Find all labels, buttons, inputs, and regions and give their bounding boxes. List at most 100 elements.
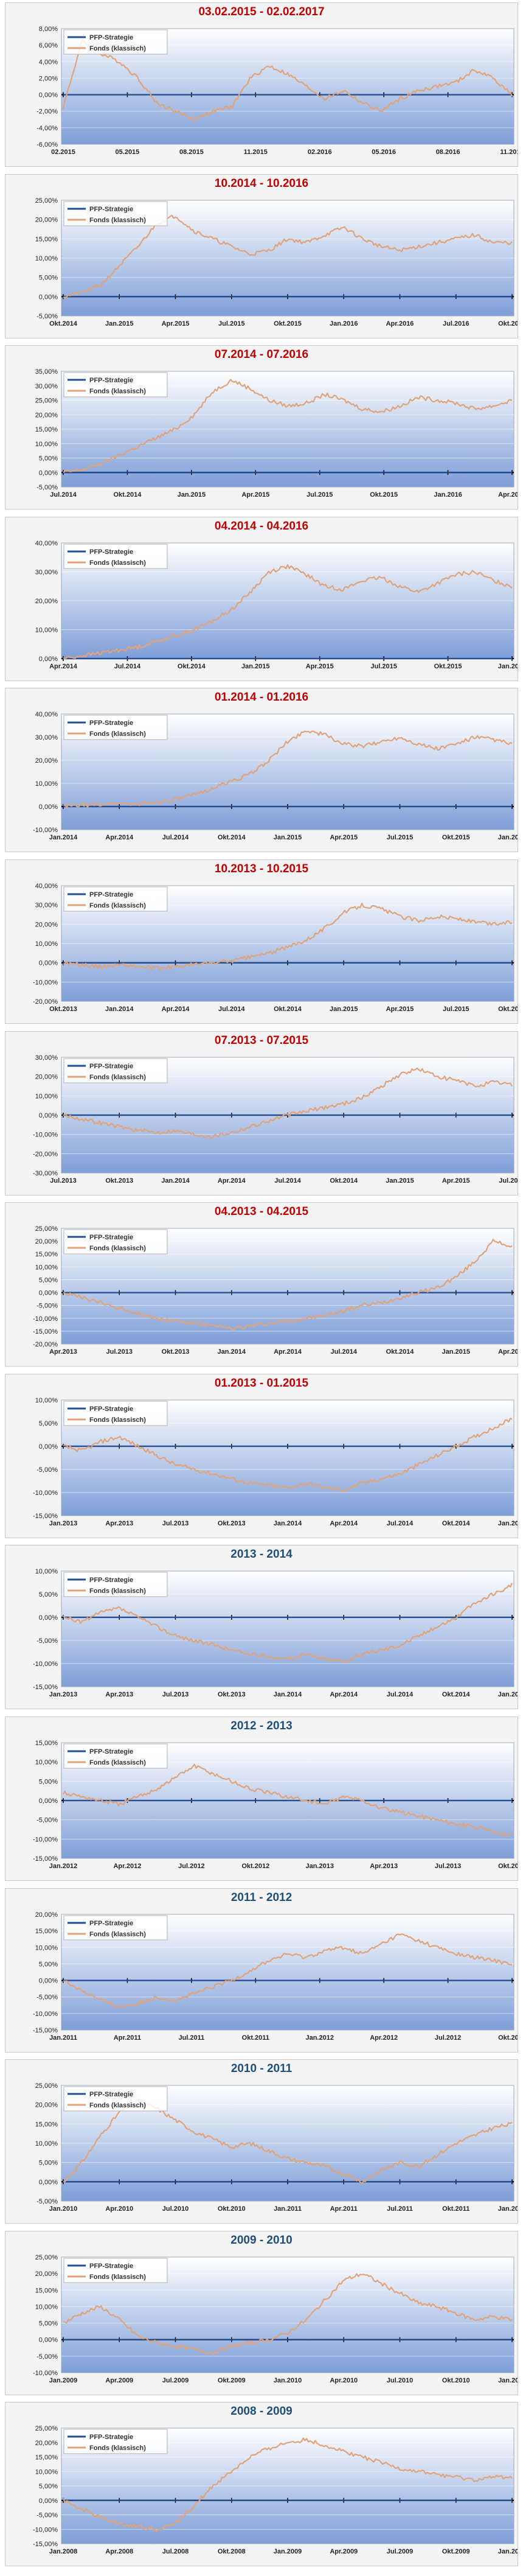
y-tick-label: -5,00% (36, 1817, 58, 1824)
y-tick-label: 0,00% (39, 2337, 58, 2344)
y-tick-label: 10,00% (35, 1944, 58, 1951)
x-tick-label: Jul.2014 (50, 491, 77, 499)
x-tick-label: Jan.2013 (49, 1520, 77, 1527)
x-tick-label: Okt.2014 (218, 834, 246, 841)
chart-title: 07.2013 - 07.2015 (214, 1034, 309, 1047)
x-tick-label: Apr.2015 (162, 320, 190, 327)
chart-title: 2013 - 2014 (230, 1548, 293, 1561)
x-tick-label: Jul.2015 (387, 834, 413, 841)
y-tick-label: 30,00% (35, 734, 58, 741)
chart-title: 2010 - 2011 (230, 2062, 293, 2076)
chart-svg: 35,00% 30,00% 25,00% 20,00% 15,00% 10,00% 5,00… (35, 368, 518, 499)
fund-series-line (63, 1239, 513, 1331)
x-tick-label: Apr.2012 (370, 2034, 398, 2042)
chart-svg: 25,00% 20,00% 15,00% 10,00% 5,00% 0,00% -5,00%… (33, 2254, 518, 2384)
y-tick-label: 5,00% (39, 1277, 58, 1284)
x-tick-label: Apr.2008 (105, 2548, 133, 2555)
x-tick-label: Apr.2009 (105, 2377, 133, 2384)
x-tick-label: Jul.2014 (387, 1691, 414, 1698)
x-tick-label: Jan.2012 (305, 2034, 333, 2042)
x-tick-label: Jan.2015 (498, 1520, 518, 1527)
x-tick-label: Jan.2009 (49, 2377, 77, 2384)
x-tick-label: Jul.2015 (443, 1006, 469, 1013)
x-tick-label: Jan.2016 (434, 491, 462, 499)
x-tick-label: Jan.2011 (49, 2034, 77, 2042)
x-tick-label: Jan.2013 (305, 1863, 333, 1870)
x-tick-label: Jul.2013 (435, 1863, 461, 1870)
x-tick-label: Jan.2014 (218, 1348, 246, 1356)
x-tick-label: Jul.2011 (387, 2205, 413, 2213)
x-tick-label: Jul.2014 (162, 834, 189, 841)
y-tick-label: -6,00% (36, 141, 58, 149)
chart-svg: 15,00% 10,00% 5,00% 0,00% -5,00% -10,00% -15,0… (33, 1740, 518, 1870)
x-tick-label: Jan.2010 (498, 2548, 518, 2555)
x-tick-label: Jan.2015 (274, 834, 302, 841)
legend-strategy-label: PFP-Strategie (89, 206, 133, 213)
y-tick-label: 10,00% (35, 1397, 58, 1404)
legend-box (63, 2086, 168, 2112)
x-tick-label: Jan.2015 (105, 320, 133, 327)
x-tick-label: Jul.2014 (218, 1006, 245, 1013)
legend-box (63, 201, 168, 226)
y-tick-label: 10,00% (35, 2140, 58, 2147)
chart-svg: 30,00% 20,00% 10,00% 0,00% -10,00% -20,00% -30… (33, 1054, 518, 1185)
y-tick-label: 20,00% (35, 2440, 58, 2447)
y-tick-label: -10,00% (33, 1315, 58, 1323)
legend-fund-label: Fonds (klassisch) (89, 2445, 146, 2452)
legend-strategy-label: PFP-Strategie (89, 1577, 133, 1584)
x-tick-label: Jan.2014 (274, 1520, 302, 1527)
x-tick-label: Apr.2009 (330, 2548, 358, 2555)
y-tick-label: -10,00% (33, 2527, 58, 2534)
y-tick-label: 30,00% (35, 383, 58, 390)
chart-panel: 03.02.2015 - 02.02.2017 8,00% 6,00% 4,00% 2,… (5, 2, 518, 167)
x-tick-label: Jul.2010 (162, 2205, 189, 2213)
x-tick-label: Jul.2013 (50, 1177, 76, 1185)
y-tick-label: 20,00% (35, 1911, 58, 1919)
chart-title: 01.2014 - 01.2016 (214, 691, 309, 704)
chart-title: 2012 - 2013 (230, 1720, 293, 1732)
y-tick-label: 10,00% (35, 626, 58, 634)
x-tick-label: Okt.2008 (218, 2548, 246, 2555)
y-tick-label: 5,00% (39, 1961, 58, 1968)
chart-svg: 25,00% 20,00% 15,00% 10,00% 5,00% 0,00% -5,00%… (33, 2425, 518, 2555)
legend-strategy-label: PFP-Strategie (89, 1748, 133, 1755)
y-tick-label: 0,00% (39, 293, 58, 301)
y-tick-label: -10,00% (33, 2370, 58, 2377)
y-tick-label: 0,00% (39, 960, 58, 967)
x-tick-label: Okt.2012 (241, 1863, 269, 1870)
x-tick-label: Apr.2016 (498, 491, 518, 499)
y-tick-label: -20,00% (33, 998, 58, 1006)
x-tick-label: Okt.2011 (242, 2034, 269, 2042)
legend-fund-label: Fonds (klassisch) (89, 45, 146, 52)
y-tick-label: 0,00% (39, 656, 58, 663)
legend-fund-label: Fonds (klassisch) (89, 902, 146, 909)
legend-box (63, 715, 168, 740)
chart-panel: 2010 - 2011 25,00% 20,00% 15,00% 10,00% 5,00%… (5, 2059, 518, 2224)
chart-panel: 2008 - 2009 25,00% 20,00% 15,00% 10,00% 5,00%… (5, 2402, 518, 2567)
y-tick-label: 20,00% (35, 1238, 58, 1245)
x-tick-label: Okt.2016 (498, 320, 518, 327)
y-tick-label: 5,00% (39, 2320, 58, 2327)
x-tick-label: Okt.2014 (274, 1006, 302, 1013)
x-tick-label: Okt.2013 (498, 1863, 518, 1870)
chart-panel: 07.2013 - 07.2015 30,00% 20,00% 10,00% 0,00%… (5, 1031, 518, 1195)
y-tick-label: 5,00% (39, 1778, 58, 1785)
chart-title: 2009 - 2010 (230, 2233, 293, 2247)
x-tick-label: 11.2015 (244, 149, 268, 156)
y-tick-label: 10,00% (35, 255, 58, 262)
y-tick-label: 10,00% (35, 940, 58, 948)
y-tick-label: -5,00% (36, 2198, 58, 2205)
x-tick-label: Jul.2015 (370, 663, 397, 670)
y-tick-label: 5,00% (39, 2483, 58, 2490)
y-tick-label: 5,00% (39, 2160, 58, 2167)
y-tick-label: -15,00% (33, 1684, 58, 1691)
x-tick-label: Jul.2009 (387, 2548, 413, 2555)
x-tick-label: Okt.2015 (434, 663, 462, 670)
chart-svg: 10,00%5,00%0,00%-5,00%-10,00%-15,00%Jan.… (33, 1397, 518, 1527)
fund-series-line (63, 903, 513, 971)
legend-box (63, 1572, 168, 1597)
x-tick-label: Jul.2013 (106, 1348, 133, 1356)
x-tick-label: Okt.2011 (442, 2205, 469, 2213)
x-tick-label: Jul.2016 (443, 320, 469, 327)
x-tick-label: Apr.2014 (162, 1006, 190, 1013)
